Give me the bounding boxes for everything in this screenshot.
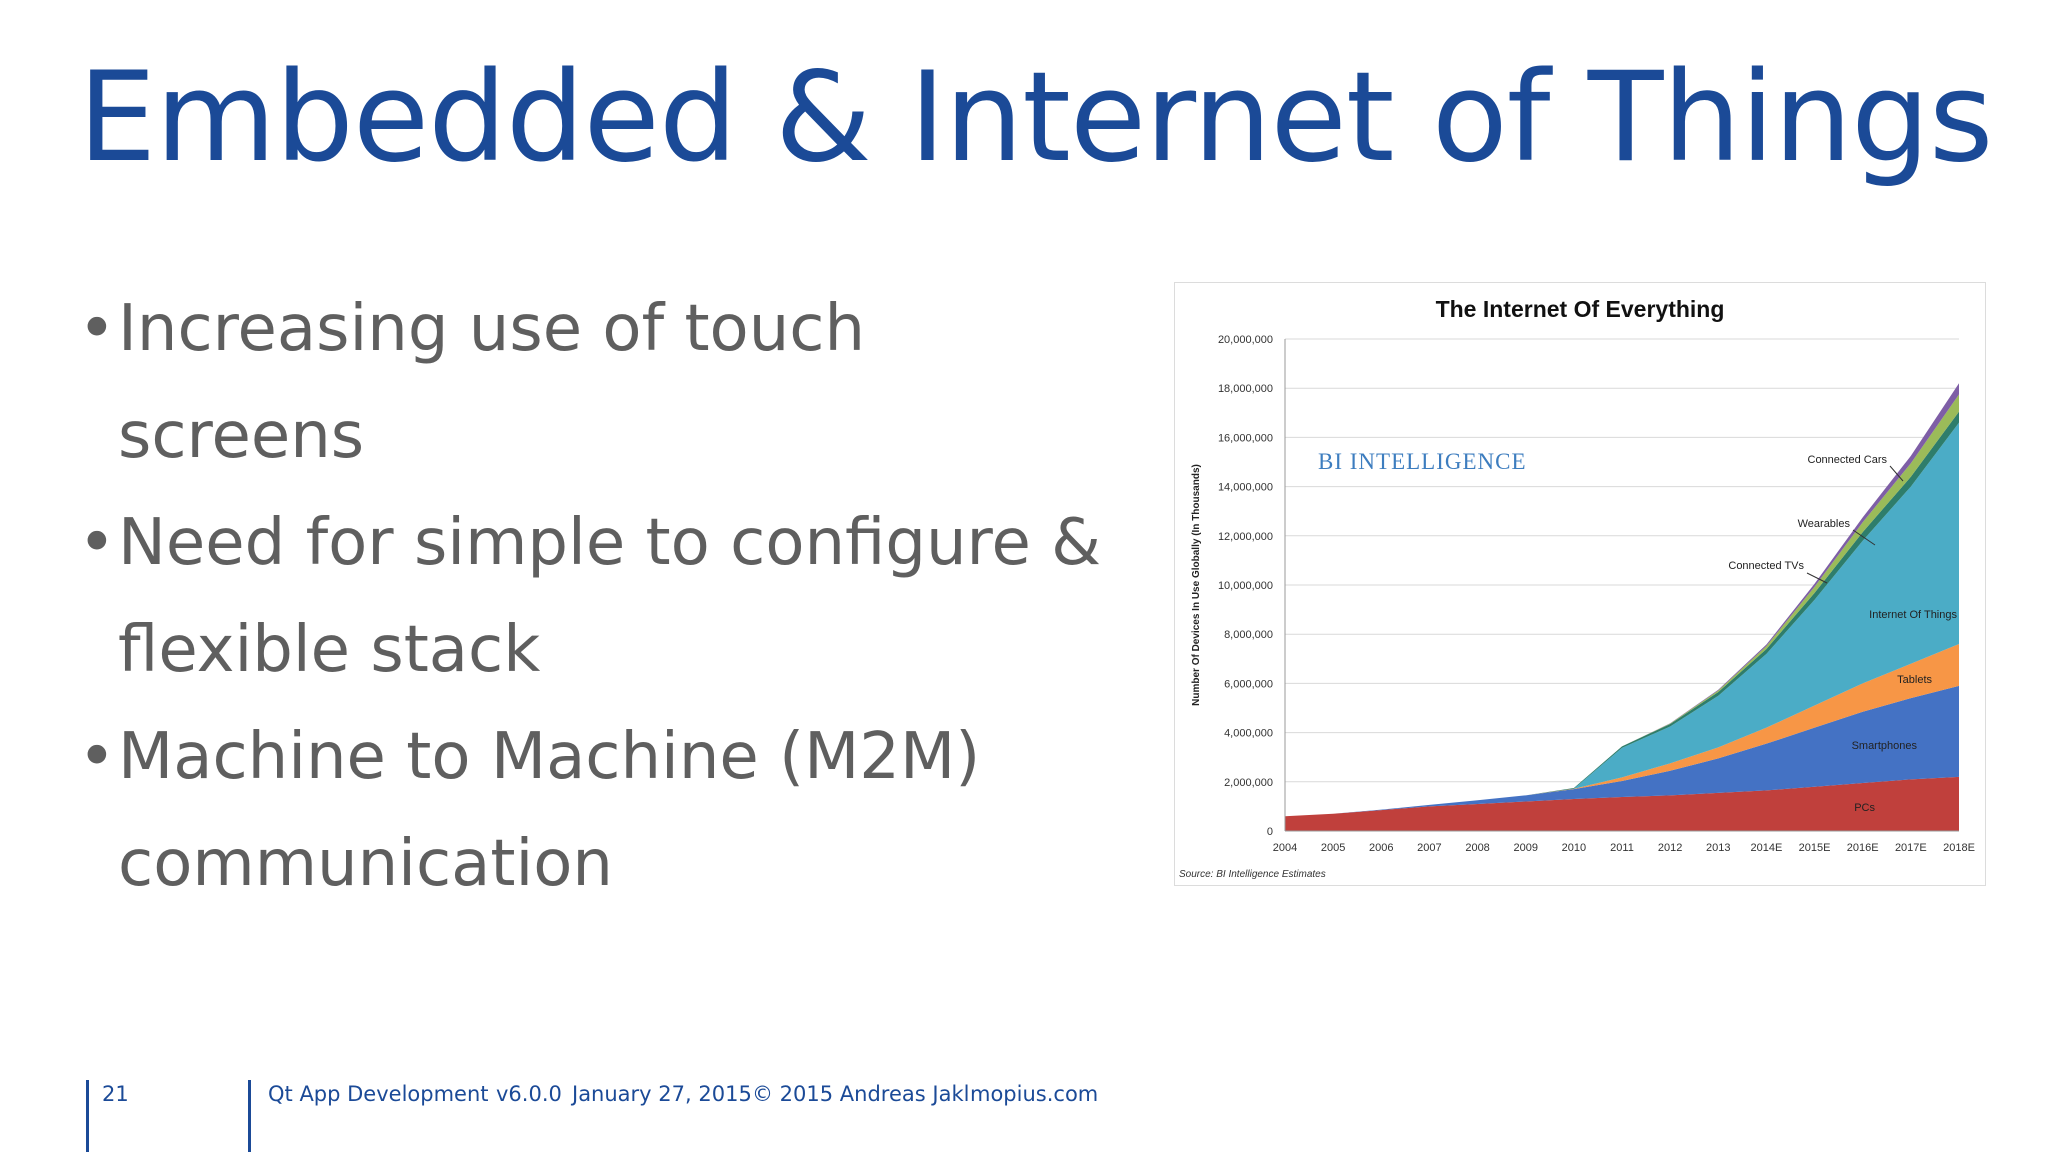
series-label: PCs (1854, 802, 1875, 814)
y-tick-label: 4,000,000 (1224, 728, 1273, 740)
y-axis-label: Number Of Devices In Use Globally (In Th… (1191, 464, 1202, 706)
x-tick-label: 2010 (1562, 842, 1586, 854)
chart-watermark: BI INTELLIGENCE (1318, 449, 1527, 474)
page-number: 21 (102, 1082, 129, 1106)
footer-course: Qt App Development (268, 1082, 489, 1106)
bullet-item: • Machine to Machine (M2M) communication (78, 704, 1118, 918)
x-tick-label: 2009 (1513, 842, 1537, 854)
series-area-smartphones (1285, 685, 1959, 817)
x-tick-label: 2017E (1895, 842, 1927, 854)
x-tick-label: 2006 (1369, 842, 1393, 854)
bullet-symbol: • (78, 506, 116, 580)
series-label: Tablets (1897, 674, 1932, 686)
series-area-internet-of-things (1285, 422, 1959, 817)
x-tick-label: 2011 (1610, 842, 1634, 854)
y-tick-label: 10,000,000 (1218, 580, 1273, 592)
x-tick-label: 2012 (1658, 842, 1682, 854)
bullet-symbol: • (78, 292, 116, 366)
chart-title: The Internet Of Everything (1436, 296, 1725, 322)
x-tick-label: 2014E (1751, 842, 1783, 854)
x-tick-label: 2018E (1943, 842, 1975, 854)
x-tick-label: 2016E (1847, 842, 1879, 854)
y-tick-label: 20,000,000 (1218, 334, 1273, 346)
series-label: Smartphones (1852, 740, 1918, 752)
y-tick-label: 14,000,000 (1218, 482, 1273, 494)
bullet-symbol: • (78, 720, 116, 794)
annotation-leader (1852, 529, 1876, 546)
bullet-text: Need for simple to configure & flexible … (118, 506, 1102, 687)
y-tick-label: 16,000,000 (1218, 432, 1273, 444)
bullet-item: • Need for simple to configure & flexibl… (78, 490, 1118, 704)
x-tick-label: 2007 (1417, 842, 1441, 854)
internet-of-everything-chart: 0 2,000,000 4,000,000 6,000,000 8,000,000 10,… (1179, 296, 1975, 880)
bullet-item: • Increasing use of touch screens (78, 276, 1118, 490)
x-tick-label: 2008 (1465, 842, 1489, 854)
bullet-text: Increasing use of touch screens (118, 292, 865, 473)
chart-source: Source: BI Intelligence Estimates (1179, 869, 1326, 880)
x-tick-label: 2013 (1706, 842, 1730, 854)
footer-website: mopius.com (970, 1082, 1099, 1106)
y-tick-label: 2,000,000 (1224, 777, 1273, 789)
x-tick-label: 2004 (1273, 842, 1297, 854)
bullet-list: • Increasing use of touch screens • Need… (78, 276, 1118, 918)
slide-title: Embedded & Internet of Things (78, 46, 1993, 190)
chart-frame: 0 2,000,000 4,000,000 6,000,000 8,000,000 10,… (1174, 282, 1986, 886)
series-label: Connected Cars (1808, 454, 1888, 466)
footer-divider (86, 1080, 89, 1152)
y-tick-label: 6,000,000 (1224, 678, 1273, 690)
series-area-pcs (1285, 776, 1959, 831)
y-tick-label: 0 (1267, 826, 1273, 838)
footer-date: January 27, 2015 (572, 1082, 752, 1106)
annotation-leader (1806, 572, 1828, 584)
y-tick-label: 12,000,000 (1218, 531, 1273, 543)
series-label: Internet Of Things (1869, 609, 1957, 621)
x-tick-label: 2005 (1321, 842, 1345, 854)
y-tick-label: 8,000,000 (1224, 629, 1273, 641)
y-tick-label: 18,000,000 (1218, 383, 1273, 395)
footer-divider (248, 1080, 251, 1152)
bullet-text: Machine to Machine (M2M) communication (118, 720, 981, 901)
x-tick-label: 2015E (1799, 842, 1831, 854)
series-label: Connected TVs (1728, 560, 1804, 572)
footer-version: v6.0.0 (496, 1082, 562, 1106)
annotation-leader (1889, 465, 1904, 482)
series-label: Wearables (1798, 518, 1851, 530)
footer-copyright: © 2015 Andreas Jakl (752, 1082, 970, 1106)
